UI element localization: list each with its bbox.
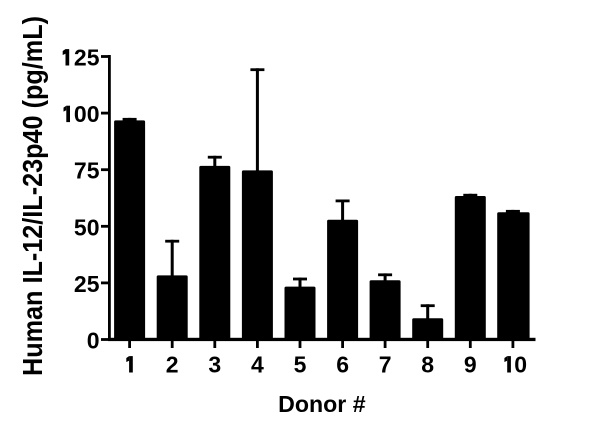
svg-text:Donor #: Donor # [278,391,366,417]
svg-text:0: 0 [87,328,100,354]
svg-text:50: 50 [74,214,100,240]
svg-text:0: 0 [514,352,527,378]
svg-text:2: 2 [166,352,179,378]
svg-text:4: 4 [251,352,264,378]
svg-text:5: 5 [294,352,307,378]
svg-text:3: 3 [208,352,221,378]
svg-text:75: 75 [74,158,100,184]
svg-text:6: 6 [336,352,349,378]
svg-text:25: 25 [74,45,100,71]
svg-text:9: 9 [464,352,477,378]
svg-text:00: 00 [74,101,100,127]
svg-text:Human IL-12/IL-23p40 (pg/mL): Human IL-12/IL-23p40 (pg/mL) [17,16,48,376]
svg-text:25: 25 [74,271,100,297]
svg-text:7: 7 [379,352,392,378]
svg-text:8: 8 [421,352,434,378]
